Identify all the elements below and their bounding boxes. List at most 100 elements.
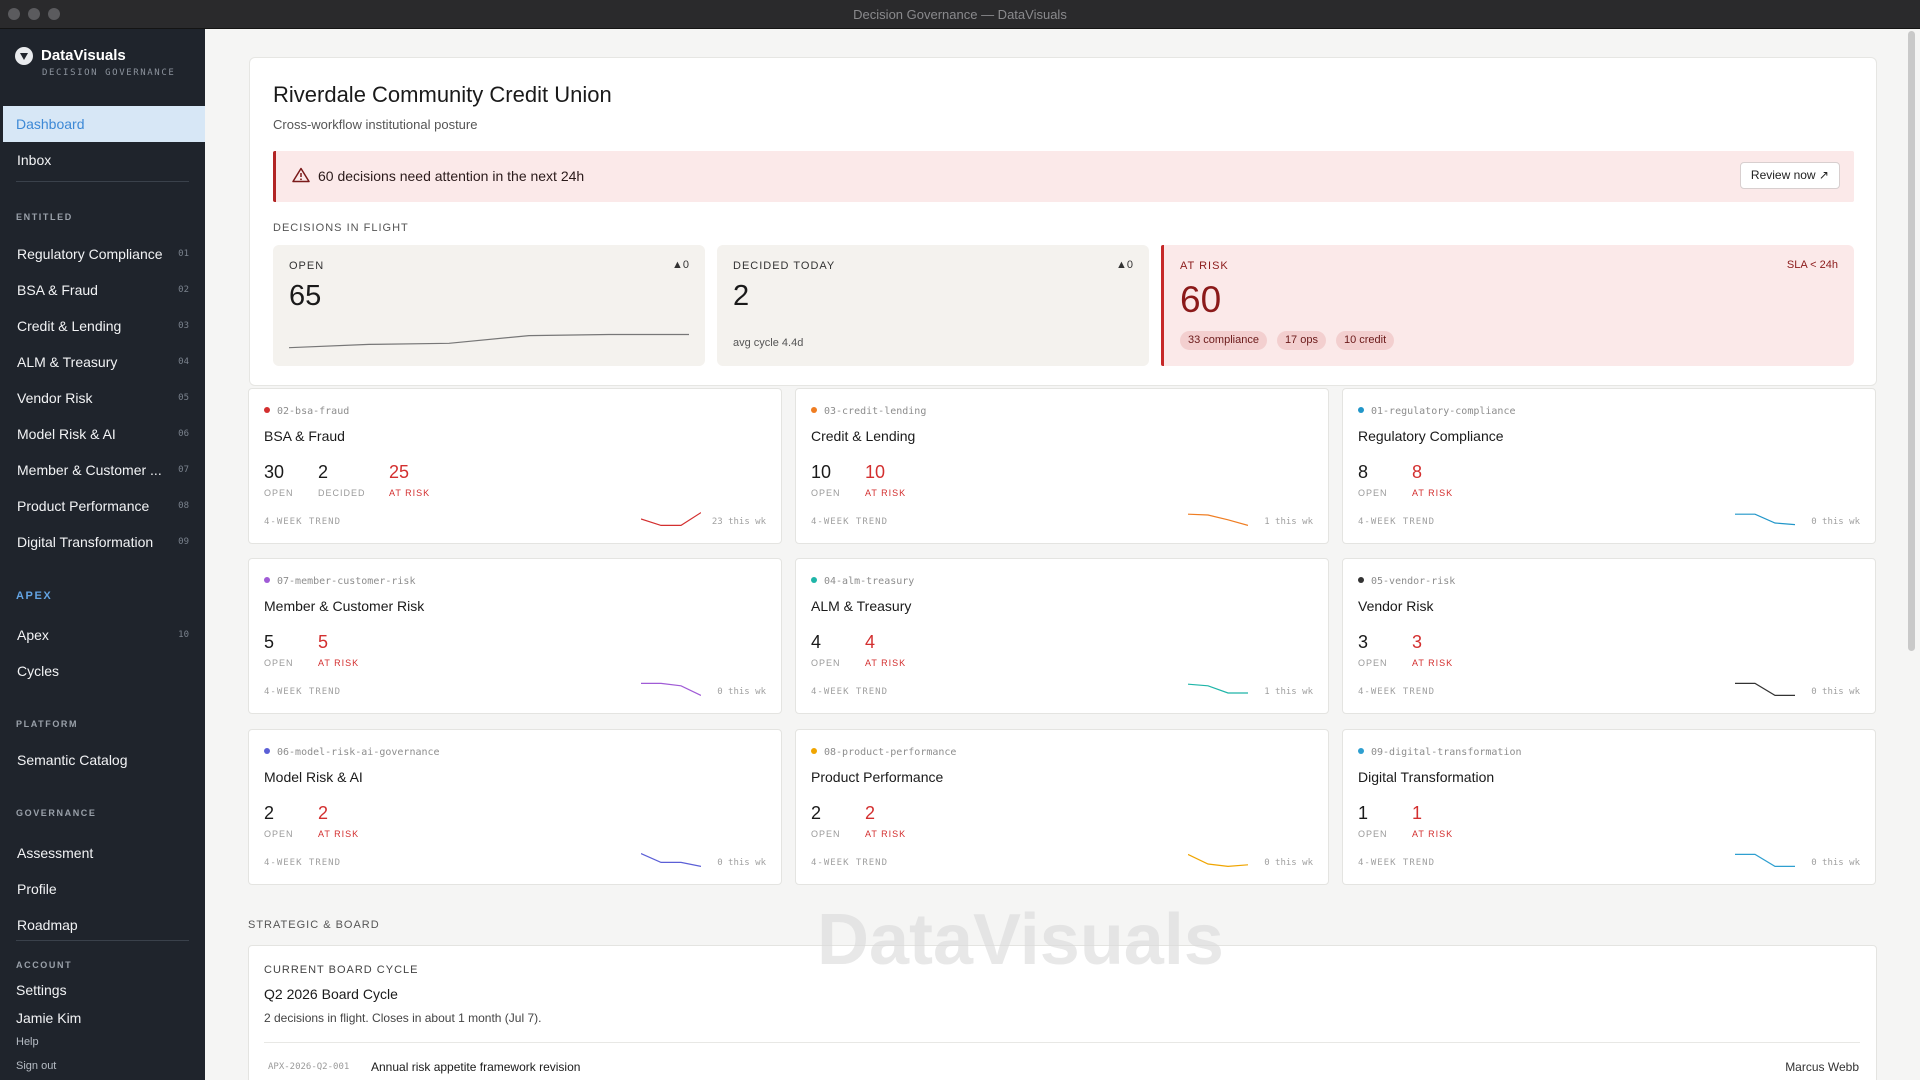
close-window-button[interactable]	[8, 8, 20, 20]
at-risk-stat-label: AT RISK	[1180, 260, 1229, 272]
chip-ops[interactable]: 17 ops	[1276, 331, 1326, 350]
open-trend-line	[289, 333, 689, 349]
nav-assessment[interactable]: Assessment	[17, 845, 94, 861]
workflow-slug-text: 02-bsa-fraud	[277, 406, 350, 417]
nav-profile[interactable]: Profile	[17, 881, 57, 897]
trend-line	[641, 682, 701, 696]
workflow-slug: 09-digital-transformation	[1358, 747, 1522, 758]
at-risk-metric: 4 AT RISK	[865, 632, 906, 668]
status-dot	[1358, 748, 1364, 754]
nav-sign-out[interactable]: Sign out	[16, 1060, 57, 1072]
sidebar-item-workflow[interactable]: Vendor Risk 05	[0, 380, 205, 416]
workflow-card[interactable]: 06-model-risk-ai-governance Model Risk & …	[248, 729, 782, 885]
nav-semantic-catalog[interactable]: Semantic Catalog	[17, 752, 128, 768]
decided-label: DECIDED	[318, 488, 366, 498]
workflow-card[interactable]: 09-digital-transformation Digital Transfo…	[1342, 729, 1876, 885]
sidebar-item-label: Digital Transformation	[17, 534, 154, 550]
attention-alert: 60 decisions need attention in the next …	[273, 151, 1854, 202]
sidebar-item-number: 06	[178, 429, 189, 439]
workflow-slug-text: 01-regulatory-compliance	[1371, 406, 1516, 417]
trend-label: 4-WEEK TREND	[264, 687, 342, 697]
sidebar-item-label: Regulatory Compliance	[17, 246, 163, 262]
open-label: OPEN	[264, 829, 294, 839]
nav-inbox[interactable]: Inbox	[17, 152, 52, 168]
open-count: 1	[1358, 803, 1369, 823]
decided-today-stat-card[interactable]: DECIDED TODAY ▲0 2 avg cycle 4.4d	[717, 245, 1149, 366]
sidebar-item-label: Vendor Risk	[17, 390, 93, 406]
nav-apex[interactable]: Apex 10	[0, 617, 205, 653]
sidebar-item-workflow[interactable]: Digital Transformation 09	[0, 524, 205, 560]
sidebar-item-label: ALM & Treasury	[17, 354, 118, 370]
workflow-slug-text: 09-digital-transformation	[1371, 747, 1522, 758]
avg-cycle-note: avg cycle 4.4d	[733, 337, 804, 349]
trend-label: 4-WEEK TREND	[1358, 687, 1436, 697]
open-stat-card[interactable]: OPEN ▲0 65	[273, 245, 705, 366]
at-risk-metric: 2 AT RISK	[318, 803, 359, 839]
workflow-card[interactable]: 05-vendor-risk Vendor Risk 3 OPEN 3 AT RISK 4-…	[1342, 558, 1876, 714]
trend-label: 4-WEEK TREND	[811, 858, 889, 868]
workflow-card[interactable]: 08-product-performance Product Performanc…	[795, 729, 1329, 885]
at-risk-label: AT RISK	[865, 488, 907, 498]
decided-metric: 2 DECIDED	[318, 462, 366, 498]
at-risk-label: AT RISK	[389, 488, 431, 498]
open-metric: 2 OPEN	[811, 803, 841, 839]
sidebar-item-workflow[interactable]: ALM & Treasury 04	[0, 344, 205, 380]
at-risk-metric: 25 AT RISK	[389, 462, 430, 498]
trend-line	[641, 853, 701, 867]
at-risk-stat-card[interactable]: AT RISK SLA < 24h 60 33 compliance 17 op…	[1161, 245, 1854, 366]
at-risk-metric: 8 AT RISK	[1412, 462, 1453, 498]
alert-text: 60 decisions need attention in the next …	[318, 168, 585, 184]
minimize-window-button[interactable]	[28, 8, 40, 20]
at-risk-count: 1	[1412, 803, 1423, 823]
workflow-card[interactable]: 03-credit-lending Credit & Lending 10 OPEN 1…	[795, 388, 1329, 544]
chip-credit[interactable]: 10 credit	[1335, 331, 1395, 350]
board-cycle-card[interactable]: CURRENT BOARD CYCLE Q2 2026 Board Cycle …	[248, 945, 1877, 1080]
at-risk-label: AT RISK	[1412, 829, 1454, 839]
at-risk-label: AT RISK	[1412, 658, 1454, 668]
workflow-card[interactable]: 02-bsa-fraud BSA & Fraud 30 OPEN 2 DECIDED 25 A…	[248, 388, 782, 544]
at-risk-metric: 10 AT RISK	[865, 462, 906, 498]
nav-help[interactable]: Help	[16, 1036, 39, 1048]
main-scrollbar[interactable]	[1908, 31, 1915, 651]
nav-apex-num: 10	[178, 630, 189, 640]
trend-sparkline	[1188, 853, 1248, 868]
workflow-card[interactable]: 07-member-customer-risk Member & Customer…	[248, 558, 782, 714]
sidebar-item-workflow[interactable]: Member & Customer ... 07	[0, 452, 205, 488]
trend-label: 4-WEEK TREND	[811, 517, 889, 527]
page-title: Riverdale Community Credit Union	[273, 82, 612, 107]
sidebar-item-workflow[interactable]: Regulatory Compliance 01	[0, 236, 205, 272]
open-count: 10	[811, 462, 832, 482]
trend-line	[1735, 853, 1795, 867]
workflow-name: Member & Customer Risk	[264, 598, 425, 614]
nav-cycles[interactable]: Cycles	[17, 663, 60, 679]
at-risk-count: 5	[318, 632, 329, 652]
sidebar-item-workflow[interactable]: Model Risk & AI 06	[0, 416, 205, 452]
sidebar-item-workflow[interactable]: Product Performance 08	[0, 488, 205, 524]
workflow-slug-text: 05-vendor-risk	[1371, 576, 1456, 587]
nav-dashboard[interactable]: Dashboard	[3, 106, 205, 142]
trend-label: 4-WEEK TREND	[1358, 517, 1436, 527]
workflow-slug: 06-model-risk-ai-governance	[264, 747, 440, 758]
zoom-window-button[interactable]	[48, 8, 60, 20]
chip-compliance[interactable]: 33 compliance	[1180, 331, 1267, 350]
decision-title[interactable]: Annual risk appetite framework revision	[371, 1060, 581, 1074]
open-label: OPEN	[264, 488, 294, 498]
decisions-in-flight-label: DECISIONS IN FLIGHT	[273, 222, 409, 234]
user-name[interactable]: Jamie Kim	[16, 1010, 82, 1026]
workflow-card[interactable]: 04-alm-treasury ALM & Treasury 4 OPEN 4 AT RI…	[795, 558, 1329, 714]
open-stat-delta: ▲0	[671, 259, 689, 271]
review-now-button[interactable]: Review now ↗	[1739, 162, 1840, 189]
sidebar-item-number: 03	[178, 321, 189, 331]
open-metric: 1 OPEN	[1358, 803, 1388, 839]
trend-line	[641, 512, 701, 526]
status-dot	[1358, 407, 1364, 413]
sidebar-item-workflow[interactable]: Credit & Lending 03	[0, 308, 205, 344]
nav-roadmap[interactable]: Roadmap	[17, 917, 78, 933]
workflow-slug-text: 06-model-risk-ai-governance	[277, 747, 440, 758]
sidebar-item-workflow[interactable]: BSA & Fraud 02	[0, 272, 205, 308]
page-subtitle: Cross-workflow institutional posture	[273, 117, 478, 132]
workflow-card[interactable]: 01-regulatory-compliance Regulatory Compl…	[1342, 388, 1876, 544]
at-risk-label: AT RISK	[318, 658, 360, 668]
nav-settings[interactable]: Settings	[16, 982, 67, 998]
nav-section-account: ACCOUNT	[16, 960, 73, 970]
